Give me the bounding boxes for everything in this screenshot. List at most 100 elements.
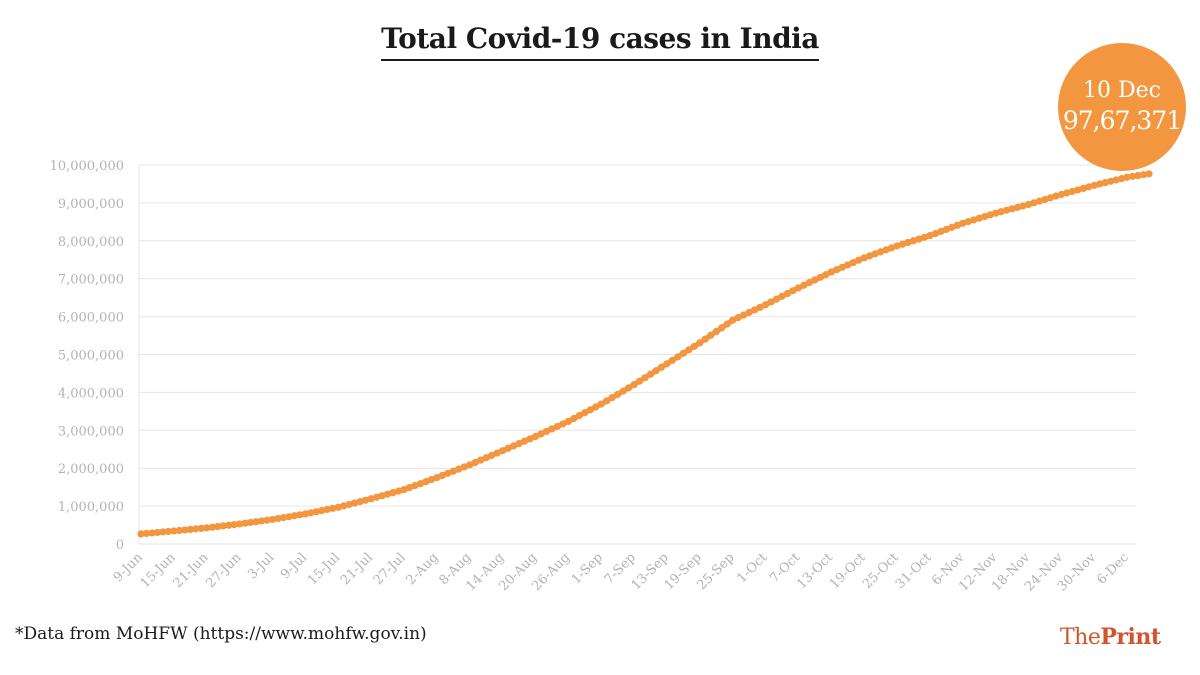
- data-point: [652, 367, 660, 375]
- data-point: [909, 237, 918, 245]
- data-point: [455, 465, 463, 473]
- data-point: [482, 454, 490, 462]
- x-tick-label: 3-Jul: [245, 550, 277, 582]
- data-point: [504, 444, 512, 452]
- data-point: [493, 449, 501, 457]
- data-point: [389, 489, 397, 497]
- data-point: [246, 518, 255, 527]
- data-point: [329, 504, 337, 512]
- data-point: [318, 507, 326, 515]
- data-point: [1134, 171, 1142, 180]
- data-point: [356, 498, 364, 506]
- y-axis-tick-labels: 0 1,000,000 2,000,000 3,000,000 4,000,000 5,0…: [50, 159, 124, 553]
- data-point: [296, 511, 304, 519]
- data-point: [696, 339, 704, 347]
- data-point: [827, 268, 835, 276]
- data-point: [707, 331, 715, 339]
- data-point: [542, 427, 550, 436]
- data-point: [570, 414, 578, 423]
- data-point: [679, 349, 687, 357]
- x-tick-label: 21-Jun: [171, 550, 212, 591]
- data-point: [438, 471, 446, 480]
- data-point: [137, 530, 145, 538]
- data-point: [789, 287, 797, 295]
- data-point: [537, 430, 545, 438]
- data-point: [268, 515, 277, 524]
- data-point: [153, 528, 162, 537]
- data-point: [301, 510, 309, 518]
- data-point: [526, 435, 534, 443]
- data-point: [624, 384, 633, 392]
- series-line: [138, 171, 1152, 537]
- data-point: [159, 528, 167, 536]
- data-point: [1063, 189, 1071, 197]
- data-point: [975, 214, 983, 222]
- data-point: [674, 353, 682, 361]
- data-point: [646, 370, 655, 378]
- data-point: [805, 279, 813, 287]
- data-point: [1030, 199, 1038, 207]
- badge-value: 97,67,371: [1062, 106, 1182, 135]
- data-point: [362, 496, 370, 504]
- data-point: [811, 276, 819, 284]
- data-point: [186, 525, 194, 534]
- data-point: [750, 306, 759, 314]
- data-point: [822, 271, 830, 279]
- data-point: [1074, 186, 1082, 194]
- data-point: [274, 514, 282, 523]
- data-point: [882, 246, 890, 254]
- data-point: [718, 324, 726, 332]
- data-point: [898, 240, 907, 248]
- data-point: [855, 256, 863, 264]
- cases-series: [137, 170, 1153, 538]
- data-point: [860, 254, 868, 262]
- data-point: [1052, 192, 1060, 200]
- data-point: [422, 478, 430, 486]
- data-point: [701, 335, 709, 343]
- x-tick-label: 2-Aug: [404, 550, 442, 588]
- data-point: [920, 233, 928, 241]
- chart-title-wrap: Total Covid-19 cases in India: [0, 22, 1200, 61]
- y-tick-label: 2,000,000: [58, 462, 124, 477]
- data-point: [657, 363, 666, 371]
- data-point: [833, 266, 841, 274]
- data-point: [756, 303, 764, 311]
- data-point: [685, 346, 693, 354]
- data-point: [466, 461, 474, 469]
- data-point: [931, 229, 939, 238]
- data-point: [641, 374, 649, 382]
- data-point: [838, 263, 846, 271]
- y-tick-label: 7,000,000: [58, 273, 124, 288]
- data-point: [630, 381, 638, 389]
- y-tick-label: 9,000,000: [58, 197, 124, 212]
- data-point: [887, 244, 896, 252]
- data-point: [964, 218, 972, 226]
- data-point: [323, 505, 331, 514]
- data-point: [148, 529, 156, 537]
- x-tick-label: 15-Jun: [138, 550, 179, 591]
- data-point: [761, 301, 770, 309]
- brand-logo: ThePrint: [1060, 624, 1161, 650]
- data-point: [236, 520, 244, 528]
- data-point: [477, 456, 485, 464]
- data-point: [400, 486, 408, 494]
- data-point: [312, 508, 320, 516]
- data-point: [592, 403, 600, 411]
- data-point: [285, 513, 293, 521]
- data-point: [279, 513, 288, 522]
- data-point: [871, 250, 879, 258]
- data-point: [241, 519, 249, 527]
- data-point: [416, 480, 424, 488]
- data-point: [460, 463, 468, 471]
- data-point: [498, 447, 507, 455]
- data-point: [142, 529, 151, 538]
- data-point: [575, 412, 583, 420]
- data-point: [690, 342, 698, 350]
- data-point: [745, 308, 753, 317]
- data-point: [849, 258, 857, 267]
- data-point: [876, 248, 885, 256]
- y-tick-label: 1,000,000: [58, 500, 124, 515]
- x-tick-label: 27-Jul: [371, 550, 409, 588]
- data-point: [1057, 190, 1065, 199]
- data-point: [1008, 205, 1016, 213]
